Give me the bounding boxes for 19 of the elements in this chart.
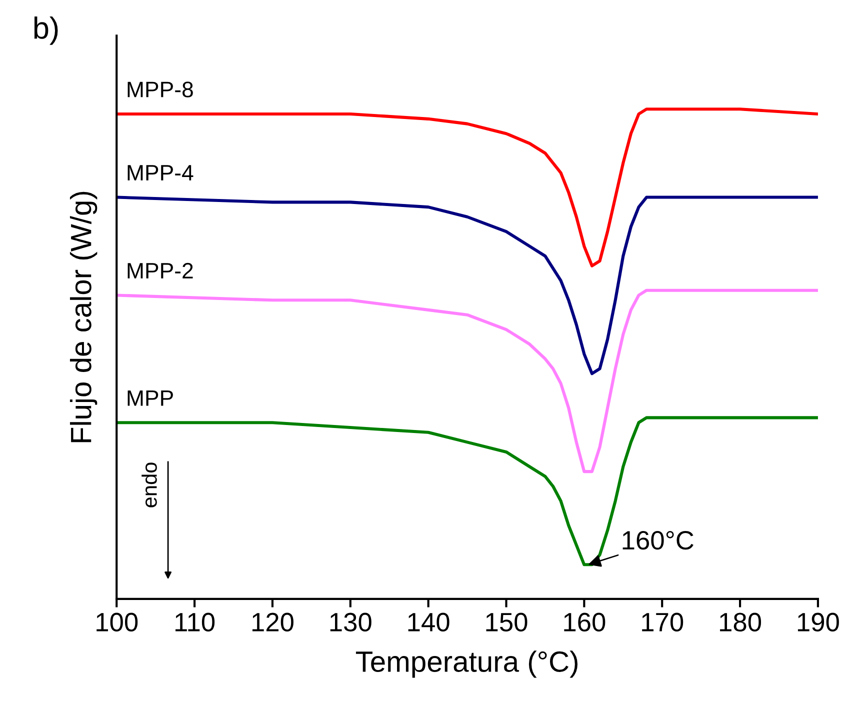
x-tick-label: 150 [486, 612, 528, 632]
y-axis-title: Flujo de calor (W/g) [70, 192, 98, 442]
x-tick-label: 180 [720, 612, 762, 632]
x-tick-label: 190 [798, 612, 839, 632]
series-label: MPP-8 [128, 82, 193, 98]
x-tick-label: 120 [252, 612, 294, 632]
series-label: MPP-4 [128, 165, 194, 180]
x-axis-title: Temperatura (°C) [356, 650, 578, 678]
x-tick-label: 130 [330, 612, 372, 632]
x-tick-label: 170 [642, 612, 684, 632]
x-tick-label: 160 [564, 612, 606, 632]
annotation: endo [142, 462, 157, 508]
x-tick-label: 100 [96, 612, 138, 632]
annotation: 160°C [622, 530, 694, 550]
x-tick-label: 110 [176, 612, 215, 632]
series-label: MPP [128, 390, 173, 406]
chart-title: b) [34, 16, 58, 45]
series-label: MPP-2 [128, 262, 193, 278]
x-tick-label: 140 [408, 612, 450, 632]
